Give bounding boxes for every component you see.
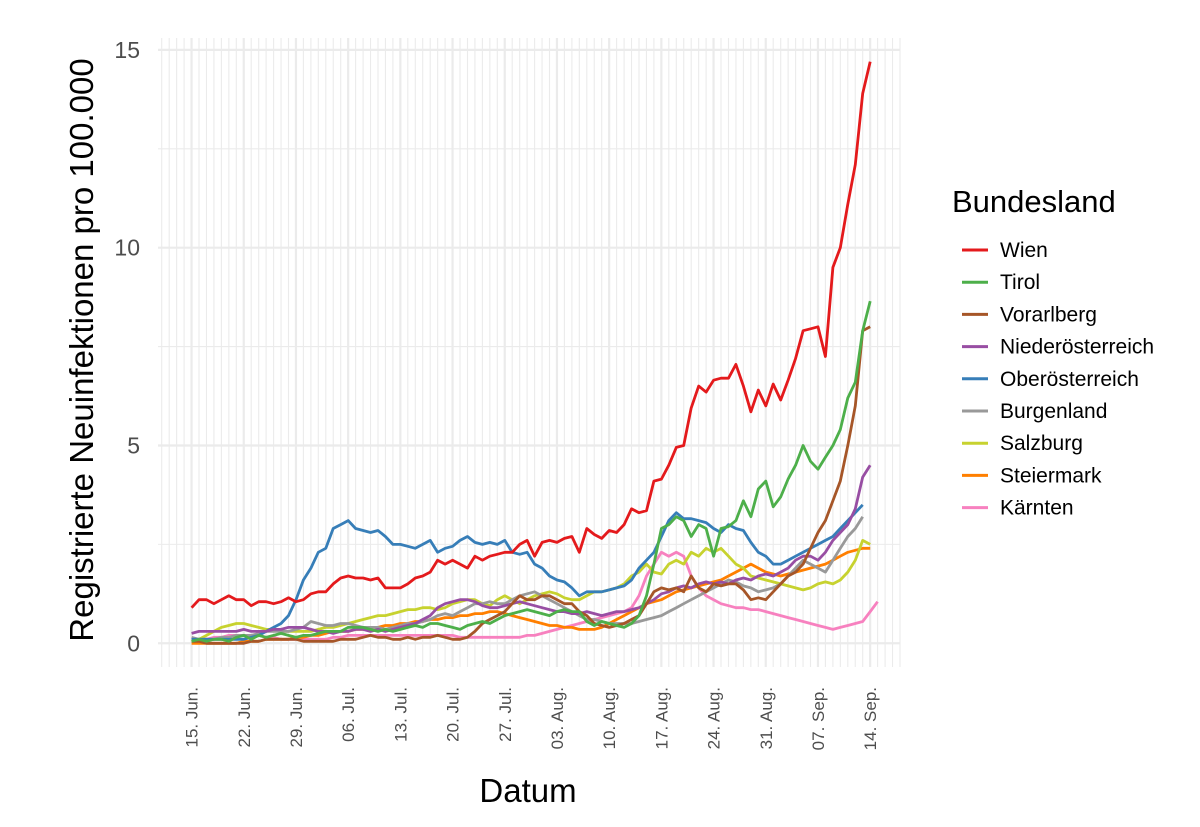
x-axis-tick-labels: 15. Jun. 22. Jun. 29. Jun. 06. Jul. 13. Jul.… (183, 687, 881, 750)
series-lines (190, 61, 879, 645)
legend-title: Bundesland (952, 184, 1116, 219)
x-tick-label: 27. Jul. (496, 687, 515, 742)
y-tick-label: 0 (127, 630, 140, 656)
x-tick-label: 24. Aug. (705, 687, 724, 749)
legend-label: Tirol (1000, 271, 1040, 294)
x-tick-label: 03. Aug. (548, 687, 567, 749)
legend-label: Burgenland (1000, 400, 1107, 423)
legend: Bundesland Wien Tirol Vorarlberg Niederöste… (952, 184, 1154, 520)
minor-gridlines (158, 38, 901, 667)
legend-label: Niederösterreich (1000, 336, 1154, 359)
series-line-Tirol (191, 300, 872, 643)
legend-label: Steiermark (1000, 464, 1102, 487)
legend-label: Vorarlberg (1000, 303, 1097, 326)
series-line-Oberösterreich (191, 503, 864, 641)
x-tick-label: 29. Jun. (287, 687, 306, 748)
x-axis-title: Datum (479, 772, 576, 809)
y-tick-label: 10 (114, 235, 140, 261)
series-line-Vorarlberg (191, 325, 871, 645)
y-axis-tick-labels: 0 5 10 15 (114, 37, 140, 656)
series-line-Steiermark (191, 546, 871, 645)
series-line-Niederösterreich (191, 464, 872, 635)
x-tick-label: 06. Jul. (339, 687, 358, 742)
major-gridlines (158, 38, 900, 667)
legend-label: Kärnten (1000, 497, 1074, 520)
series-line-Wien (190, 61, 872, 609)
x-tick-label: 20. Jul. (444, 687, 463, 742)
series-line-Kärnten (191, 550, 879, 641)
x-tick-label: 31. Aug. (757, 687, 776, 749)
x-tick-label: 07. Sep. (809, 687, 828, 750)
legend-label: Salzburg (1000, 432, 1083, 455)
x-tick-label: 14. Sep. (861, 687, 880, 750)
y-tick-label: 5 (127, 432, 140, 458)
legend-label: Wien (1000, 239, 1048, 262)
y-tick-label: 15 (114, 37, 140, 63)
x-tick-label: 22. Jun. (235, 687, 254, 748)
x-tick-label: 10. Aug. (600, 687, 619, 749)
x-tick-label: 13. Jul. (391, 687, 410, 742)
y-axis-title: Registrierte Neuinfektionen pro 100.000 (63, 58, 100, 641)
x-tick-label: 17. Aug. (652, 687, 671, 749)
legend-label: Oberösterreich (1000, 368, 1139, 391)
x-tick-label: 15. Jun. (183, 687, 202, 748)
